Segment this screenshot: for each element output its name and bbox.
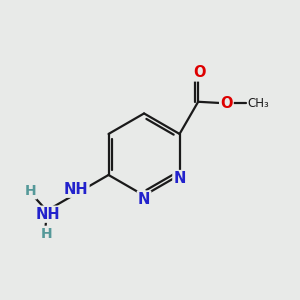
Text: CH₃: CH₃ bbox=[248, 97, 269, 110]
Text: O: O bbox=[220, 96, 232, 111]
Text: NH: NH bbox=[36, 207, 61, 222]
Text: H: H bbox=[41, 227, 52, 241]
Text: N: N bbox=[173, 171, 186, 186]
Text: O: O bbox=[194, 65, 206, 80]
Text: H: H bbox=[25, 184, 36, 198]
Text: NH: NH bbox=[64, 182, 88, 197]
Text: N: N bbox=[138, 191, 150, 206]
